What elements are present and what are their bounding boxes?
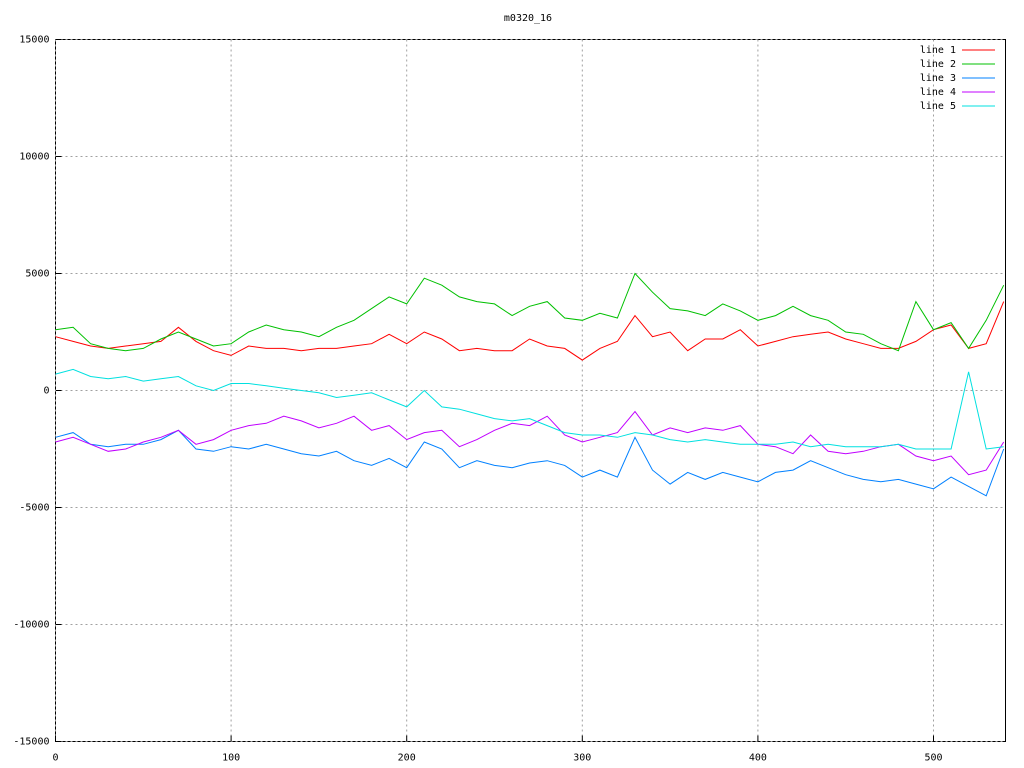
legend-label: line 1	[920, 45, 956, 56]
y-tick-label: -5000	[19, 503, 49, 514]
data-line	[55, 301, 1005, 361]
legend-label: line 2	[920, 59, 956, 70]
x-tick-label: 200	[398, 753, 416, 764]
legend-label: line 3	[920, 73, 956, 84]
chart-title: m0320_16	[504, 13, 552, 24]
x-tick-label: 300	[573, 753, 591, 764]
x-tick-label: 0	[52, 753, 58, 764]
x-tick-label: 500	[924, 753, 942, 764]
y-tick-label: 0	[43, 386, 49, 397]
x-tick-label: 100	[222, 753, 240, 764]
data-line	[55, 429, 1005, 497]
y-tick-label: 10000	[19, 152, 49, 163]
y-tick-label: 15000	[19, 35, 49, 46]
data-line	[55, 272, 1005, 352]
legend-label: line 4	[920, 87, 956, 98]
x-tick-label: 400	[749, 753, 767, 764]
data-line	[55, 410, 1005, 476]
data-line	[55, 368, 1004, 450]
y-tick-label: -10000	[13, 620, 49, 631]
legend-label: line 5	[920, 101, 956, 112]
y-tick-label: 5000	[25, 269, 49, 280]
y-tick-label: -15000	[13, 737, 49, 748]
